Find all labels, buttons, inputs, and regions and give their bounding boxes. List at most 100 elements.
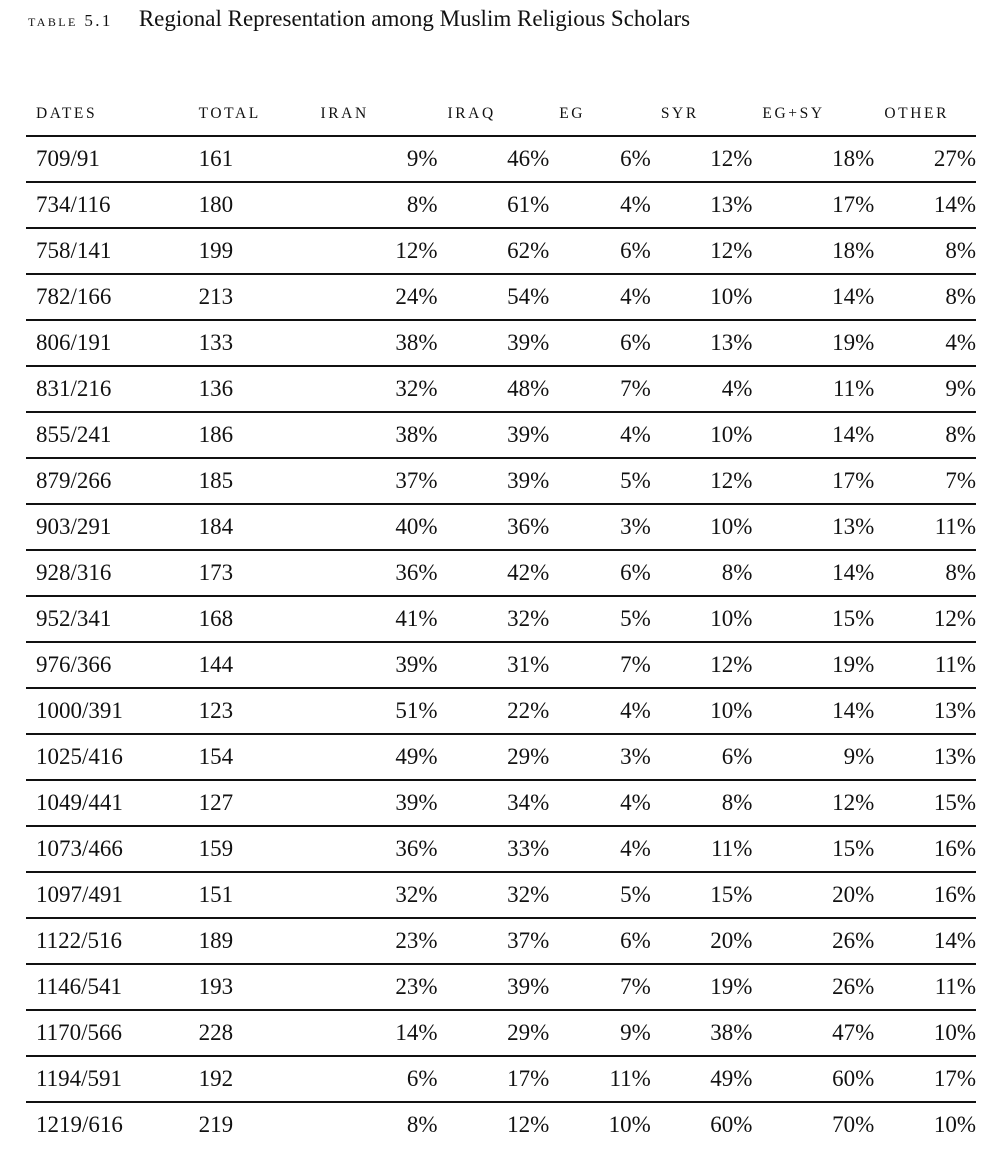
cell-iraq: 33% (437, 826, 550, 873)
table-row: 806/191 133 38% 39% 6% 13% 19% 4% (26, 320, 976, 367)
cell-syr: 12% (650, 642, 753, 689)
cell-eg-sy: 26% (752, 918, 875, 965)
cell-eg-sy: 17% (752, 458, 875, 505)
cell-eg-sy: 60% (752, 1056, 875, 1103)
cell-eg: 4% (549, 826, 651, 873)
cell-eg-sy: 14% (752, 412, 875, 459)
cell-eg-sy: 47% (752, 1010, 875, 1057)
cell-eg-sy: 13% (752, 504, 875, 551)
cell-iran: 8% (406, 1112, 438, 1137)
cell-eg: 6% (549, 918, 651, 965)
cell-eg-sy: 18% (752, 228, 875, 275)
table-row: 709/91 161 9% 46% 6% 12% 18% 27% (26, 136, 976, 183)
table-number: TABLE 5.1 (28, 11, 113, 30)
table-row: 1000/391 123 51% 22% 4% 10% 14% 13% (26, 688, 976, 735)
cell-dates: 1194/591 (26, 1056, 189, 1103)
col-header-total: TOTAL (188, 93, 311, 137)
cell-total: 154 (188, 734, 311, 781)
cell-total: 180 (188, 182, 311, 229)
cell-other: 15% (874, 780, 976, 827)
table-row: 1170/566 228 14% 29% 9% 38% 47% 10% (26, 1010, 976, 1057)
cell-eg: 5% (549, 458, 651, 505)
cell-iraq: 54% (437, 274, 550, 321)
cell-eg-sy: 14% (752, 550, 875, 597)
cell-eg: 4% (549, 274, 651, 321)
cell-eg-sy: 17% (752, 182, 875, 229)
cell-iran: 36% (310, 826, 438, 873)
cell-dates: 976/366 (26, 642, 189, 689)
cell-iraq: 48% (437, 366, 550, 413)
cell-dates: 903/291 (26, 504, 189, 551)
cell-iraq: 39% (437, 412, 550, 459)
cell-iran: 39% (310, 642, 438, 689)
cell-total: 168 (188, 596, 311, 643)
cell-iraq: 29% (437, 1010, 550, 1057)
cell-dates: 855/241 (26, 412, 189, 459)
cell-eg: 5% (549, 596, 651, 643)
table-row: 1073/466 159 36% 33% 4% 11% 15% 16% (26, 826, 976, 873)
cell-total: 123 (188, 688, 311, 735)
cell-eg-sy: 12% (752, 780, 875, 827)
cell-eg: 11% (549, 1056, 651, 1103)
cell-eg-sy: 15% (752, 596, 875, 643)
cell-iran: 39% (310, 780, 438, 827)
cell-other: 16% (874, 872, 976, 919)
cell-other: 10% (933, 1112, 976, 1137)
cell-total: 173 (188, 550, 311, 597)
cell-iran: 38% (310, 412, 438, 459)
cell-eg: 7% (549, 964, 651, 1011)
cell-syr: 10% (650, 596, 753, 643)
table-row: 1097/491 151 32% 32% 5% 15% 20% 16% (26, 872, 976, 919)
cell-syr: 38% (650, 1010, 753, 1057)
cell-total: 189 (188, 918, 311, 965)
cell-iran: 23% (310, 964, 438, 1011)
cell-syr: 6% (650, 734, 753, 781)
cell-syr: 10% (650, 274, 753, 321)
cell-iran: 37% (310, 458, 438, 505)
cell-iran: 24% (310, 274, 438, 321)
cell-dates: 734/116 (26, 182, 189, 229)
cell-dates: 952/341 (26, 596, 189, 643)
cell-syr: 49% (650, 1056, 753, 1103)
cell-dates: 831/216 (26, 366, 189, 413)
cell-syr: 13% (650, 320, 753, 367)
cell-other: 11% (874, 504, 976, 551)
cell-iran: 40% (310, 504, 438, 551)
cell-iraq: 32% (437, 596, 550, 643)
cell-other: 11% (874, 642, 976, 689)
cell-iraq: 39% (437, 458, 550, 505)
table-row: 976/366 144 39% 31% 7% 12% 19% 11% (26, 642, 976, 689)
table-row: 1049/441 127 39% 34% 4% 8% 12% 15% (26, 780, 976, 827)
cell-iran: 6% (310, 1056, 438, 1103)
cell-total: 159 (188, 826, 311, 873)
table-row: 782/166 213 24% 54% 4% 10% 14% 8% (26, 274, 976, 321)
col-header-iraq: IRAQ (437, 93, 550, 137)
cell-iraq: 39% (437, 964, 550, 1011)
cell-eg: 3% (549, 504, 651, 551)
cell-iraq: 46% (437, 136, 550, 183)
table-row: 879/266 185 37% 39% 5% 12% 17% 7% (26, 458, 976, 505)
col-header-iran: IRAN (310, 93, 438, 137)
cell-iran: 36% (310, 550, 438, 597)
table-caption: TABLE 5.1 Regional Representation among … (28, 6, 690, 40)
cell-iraq: 12% (507, 1112, 550, 1137)
cell-total: 192 (188, 1056, 311, 1103)
cell-total: 186 (188, 412, 311, 459)
cell-other: 13% (874, 688, 976, 735)
cell-eg: 3% (549, 734, 651, 781)
cell-iran: 14% (310, 1010, 438, 1057)
cell-dates: 782/166 (26, 274, 189, 321)
cell-eg: 4% (549, 412, 651, 459)
cell-iraq: 42% (437, 550, 550, 597)
cell-other: 4% (874, 320, 976, 367)
cell-total: 133 (188, 320, 311, 367)
table-row: 903/291 184 40% 36% 3% 10% 13% 11% (26, 504, 976, 551)
cell-iran: 32% (310, 366, 438, 413)
table-row: 1025/416 154 49% 29% 3% 6% 9% 13% (26, 734, 976, 781)
cell-eg: 6% (549, 228, 651, 275)
cell-dates: 758/141 (26, 228, 189, 275)
cell-iran: 49% (310, 734, 438, 781)
cell-other: 14% (874, 182, 976, 229)
table-row: 1219/616 219 8% 12% 10% 60% 70% 10% (26, 1102, 976, 1147)
cell-dates: 1097/491 (26, 872, 189, 919)
